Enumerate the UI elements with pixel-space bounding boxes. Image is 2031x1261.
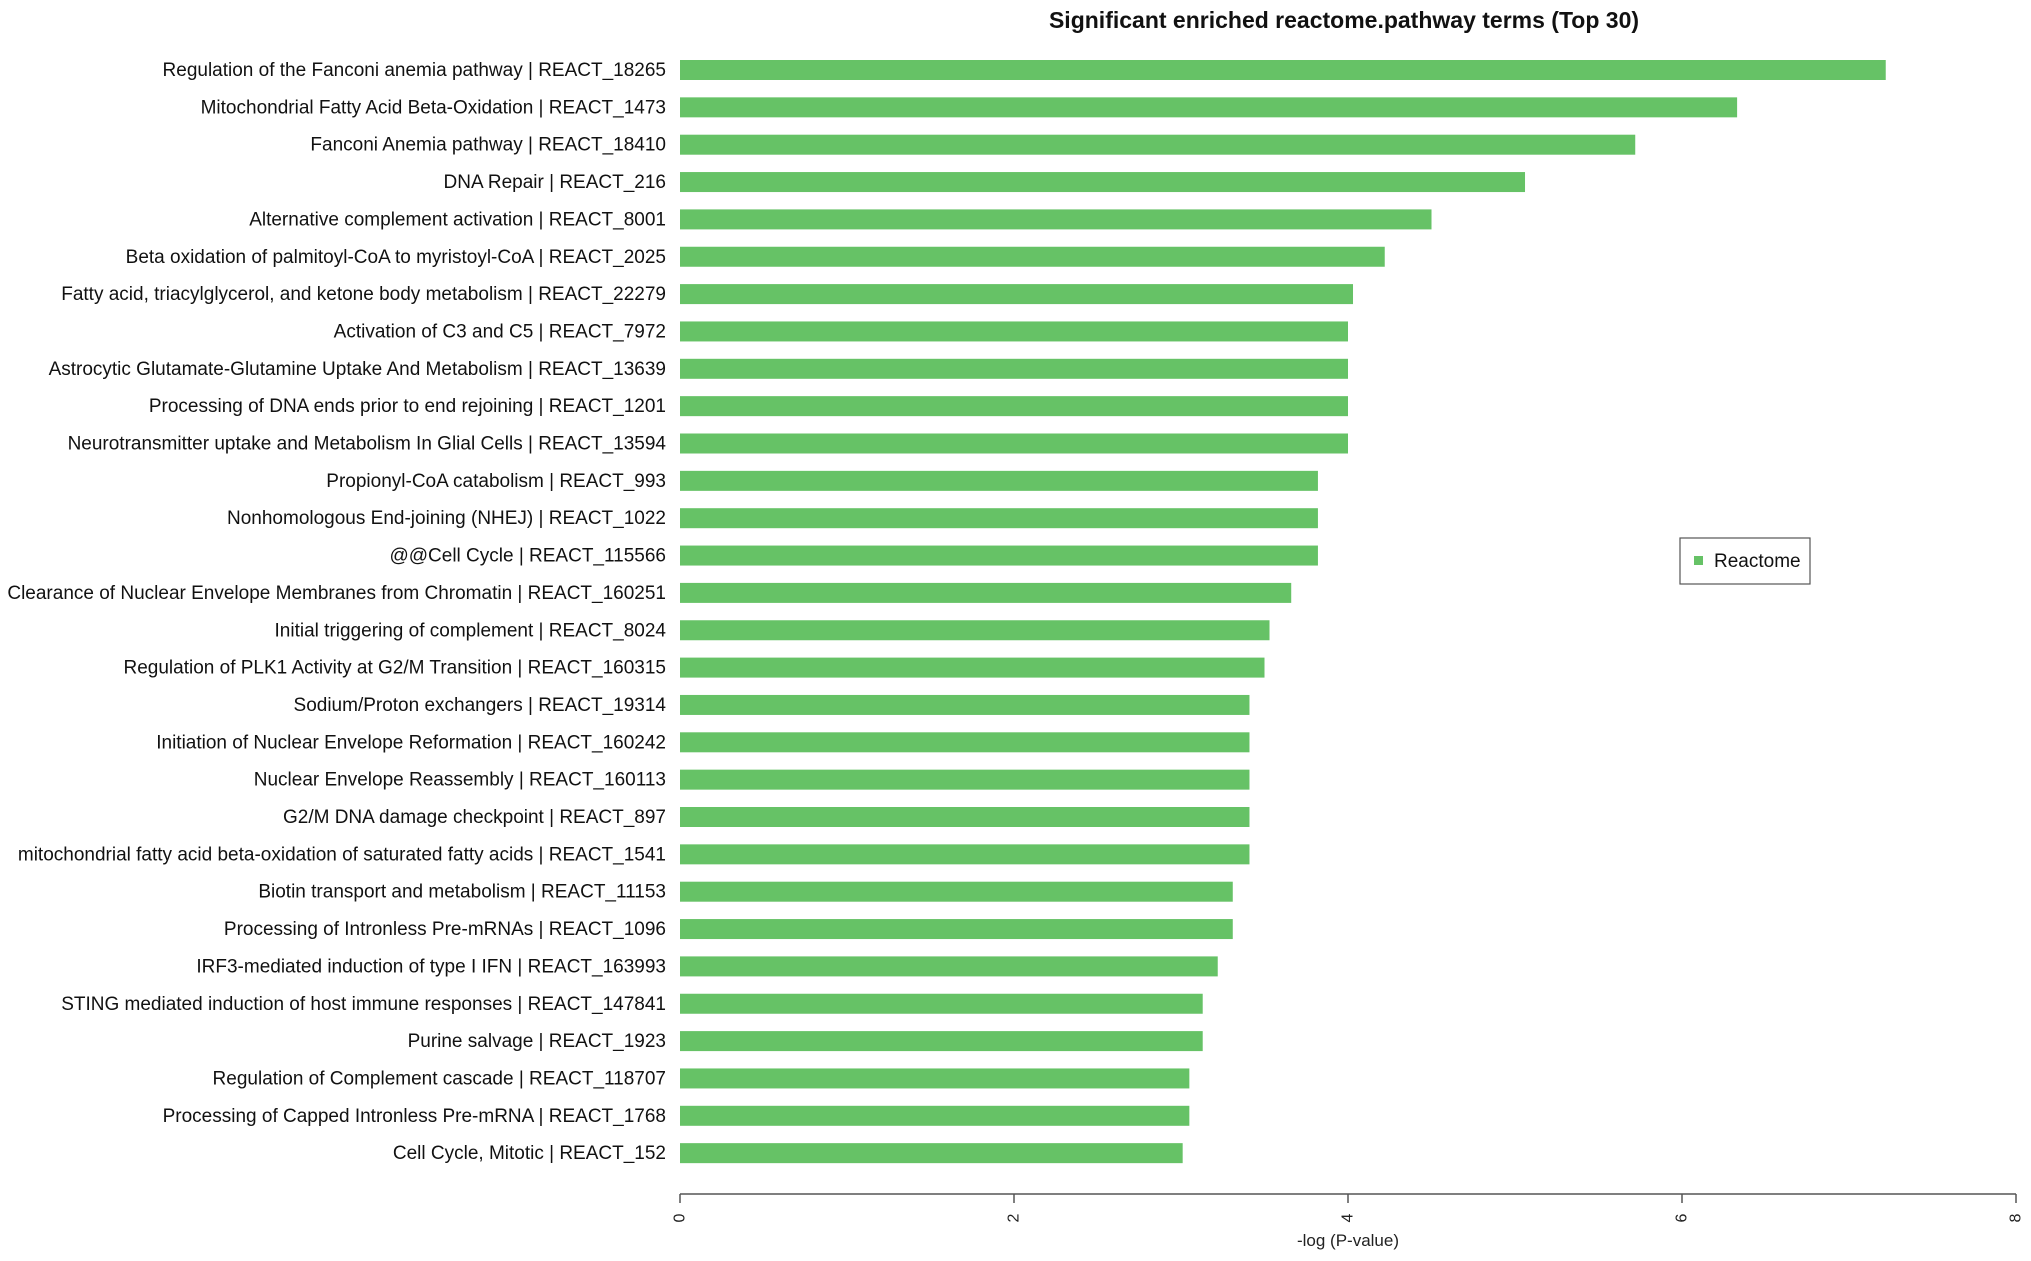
bar	[680, 993, 1203, 1014]
x-tick-label: 4	[1340, 1213, 1357, 1222]
category-label: Initiation of Nuclear Envelope Reformati…	[156, 732, 666, 753]
category-label: G2/M DNA damage checkpoint | REACT_897	[283, 807, 666, 828]
bar	[680, 508, 1318, 529]
category-label: STING mediated induction of host immune …	[61, 994, 666, 1015]
bar	[680, 470, 1318, 491]
bars-group	[680, 60, 1886, 1164]
bar	[680, 1031, 1203, 1052]
category-label: Alternative complement activation | REAC…	[249, 209, 666, 230]
category-label: Processing of Intronless Pre-mRNAs | REA…	[224, 919, 666, 940]
bar	[680, 732, 1250, 753]
category-label: mitochondrial fatty acid beta-oxidation …	[18, 844, 666, 865]
bar	[680, 172, 1526, 193]
bar	[680, 60, 1886, 80]
category-label: @@Cell Cycle | REACT_115566	[389, 546, 666, 567]
category-label: Processing of Capped Intronless Pre-mRNA…	[163, 1106, 666, 1127]
bar	[680, 1143, 1183, 1164]
category-label: Regulation of Complement cascade | REACT…	[213, 1068, 666, 1089]
bar	[680, 769, 1250, 790]
bar	[680, 1105, 1190, 1126]
legend: Reactome	[1679, 537, 1811, 585]
category-label: Regulation of the Fanconi anemia pathway…	[163, 60, 666, 81]
legend-entry-label: Reactome	[1714, 551, 1801, 572]
category-label: Nuclear Envelope Reassembly | REACT_1601…	[254, 770, 666, 791]
bar	[680, 657, 1265, 678]
category-label: Fatty acid, triacylglycerol, and ketone …	[61, 284, 666, 305]
x-tick-label: 0	[672, 1213, 689, 1222]
bar	[680, 694, 1250, 715]
bar	[680, 844, 1250, 865]
x-axis: 0 2 4 6 8	[672, 1193, 2025, 1222]
bar	[680, 807, 1250, 827]
category-label: Astrocytic Glutamate-Glutamine Uptake An…	[49, 359, 666, 380]
category-label: Regulation of PLK1 Activity at G2/M Tran…	[124, 658, 667, 679]
chart-title: Significant enriched reactome.pathway te…	[1049, 7, 1639, 33]
category-label: Purine salvage | REACT_1923	[408, 1031, 666, 1052]
bar	[680, 545, 1318, 566]
bar	[680, 956, 1218, 977]
category-label: Cell Cycle, Mitotic | REACT_152	[393, 1143, 666, 1164]
bar	[680, 582, 1292, 603]
x-tick-label: 6	[1674, 1213, 1691, 1222]
category-label: Fanconi Anemia pathway | REACT_18410	[310, 135, 666, 156]
bar	[680, 919, 1233, 940]
x-tick-label: 8	[2008, 1213, 2025, 1222]
category-label: Initial triggering of complement | REACT…	[275, 620, 667, 641]
legend-swatch	[1694, 556, 1703, 565]
category-label: Mitochondrial Fatty Acid Beta-Oxidation …	[201, 97, 666, 118]
category-label: Clearance of Nuclear Envelope Membranes …	[7, 583, 666, 604]
bar	[680, 358, 1348, 379]
category-label: Biotin transport and metabolism | REACT_…	[258, 882, 666, 903]
bar	[680, 134, 1636, 155]
bar	[680, 396, 1348, 417]
category-labels-group: Regulation of the Fanconi anemia pathway…	[7, 60, 666, 1164]
bar	[680, 620, 1270, 641]
category-label: Propionyl-CoA catabolism | REACT_993	[326, 471, 666, 492]
x-axis-label: -log (P-value)	[1297, 1231, 1399, 1250]
category-label: Processing of DNA ends prior to end rejo…	[149, 396, 666, 417]
category-label: Activation of C3 and C5 | REACT_7972	[334, 321, 666, 342]
bar	[680, 97, 1738, 118]
bar	[680, 881, 1233, 902]
x-tick-label: 2	[1006, 1213, 1023, 1222]
category-label: Nonhomologous End-joining (NHEJ) | REACT…	[227, 508, 666, 529]
category-label: IRF3-mediated induction of type I IFN | …	[196, 956, 666, 977]
category-label: Beta oxidation of palmitoyl-CoA to myris…	[126, 247, 666, 268]
bar	[680, 321, 1348, 342]
category-label: Neurotransmitter uptake and Metabolism I…	[68, 434, 667, 455]
bar	[680, 433, 1348, 454]
category-label: DNA Repair | REACT_216	[444, 172, 666, 193]
category-label: Sodium/Proton exchangers | REACT_19314	[294, 695, 667, 716]
bar	[680, 1068, 1190, 1089]
bar	[680, 246, 1385, 267]
bar	[680, 209, 1432, 230]
bar	[680, 284, 1354, 305]
